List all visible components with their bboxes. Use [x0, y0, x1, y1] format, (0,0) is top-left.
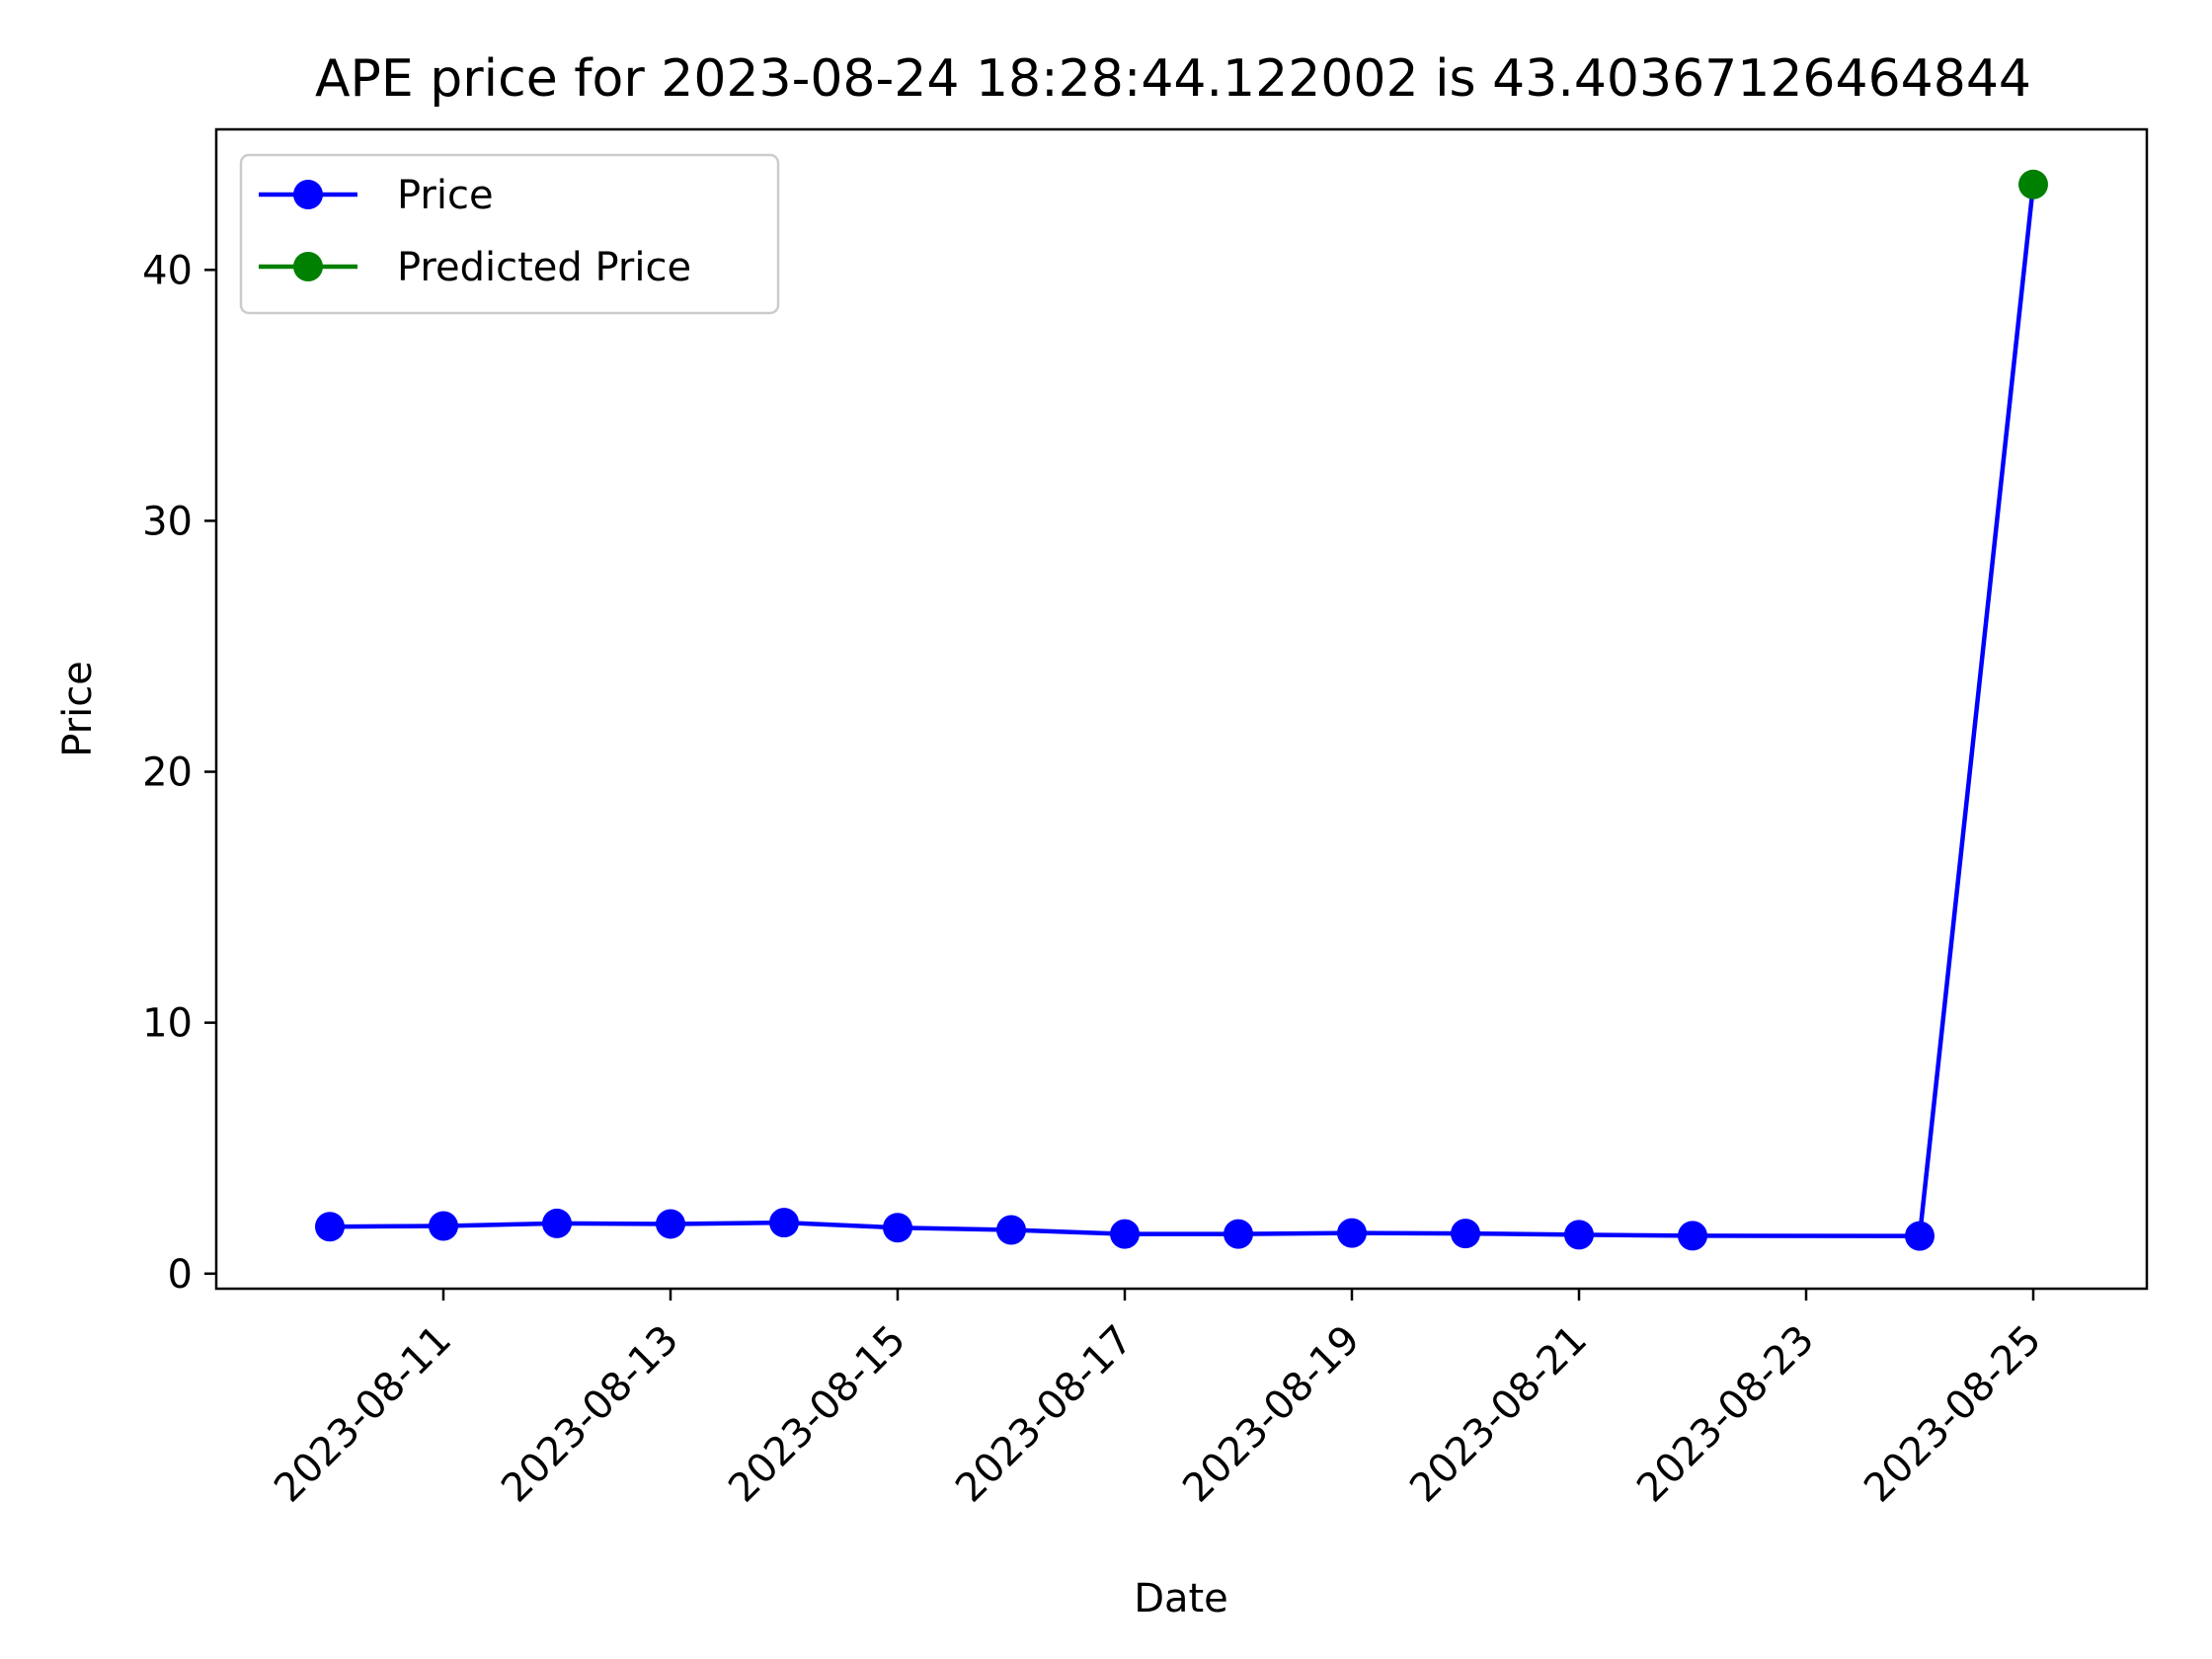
price-data-point	[429, 1211, 458, 1241]
price-data-point	[1678, 1221, 1707, 1251]
chart-title: APE price for 2023-08-24 18:28:44.122002…	[315, 49, 2031, 109]
price-data-point	[1564, 1220, 1594, 1250]
legend-item-predicted-price: Predicted Price	[259, 245, 691, 290]
predicted-price-point	[2018, 169, 2048, 199]
y-axis-label: Price	[55, 661, 101, 757]
price-data-point	[1451, 1219, 1480, 1249]
legend-price-marker	[293, 180, 323, 209]
plot-layer	[315, 169, 2048, 1251]
legend: Price Predicted Price	[239, 153, 780, 315]
legend-predicted-label: Predicted Price	[397, 245, 691, 290]
price-data-point	[1224, 1219, 1253, 1249]
y-tick-label: 10	[142, 1001, 193, 1047]
legend-box	[239, 153, 780, 315]
legend-predicted-marker	[293, 252, 323, 281]
price-data-point	[769, 1208, 799, 1238]
y-tick-label: 20	[142, 750, 193, 796]
price-data-point	[315, 1212, 345, 1242]
legend-price-label: Price	[397, 173, 494, 218]
x-axis-label: Date	[1134, 1576, 1228, 1621]
price-data-point	[1337, 1218, 1367, 1248]
price-data-point	[883, 1213, 912, 1243]
legend-item-price: Price	[259, 173, 494, 218]
price-data-point	[542, 1208, 572, 1238]
y-tick-label: 30	[142, 499, 193, 544]
price-data-point	[996, 1215, 1026, 1245]
price-data-point	[1905, 1221, 1935, 1251]
y-tick-label: 0	[168, 1252, 193, 1298]
price-data-point	[656, 1209, 685, 1239]
y-tick-label: 40	[142, 248, 193, 293]
price-data-point	[1110, 1219, 1140, 1249]
plot-frame	[214, 127, 2149, 1291]
